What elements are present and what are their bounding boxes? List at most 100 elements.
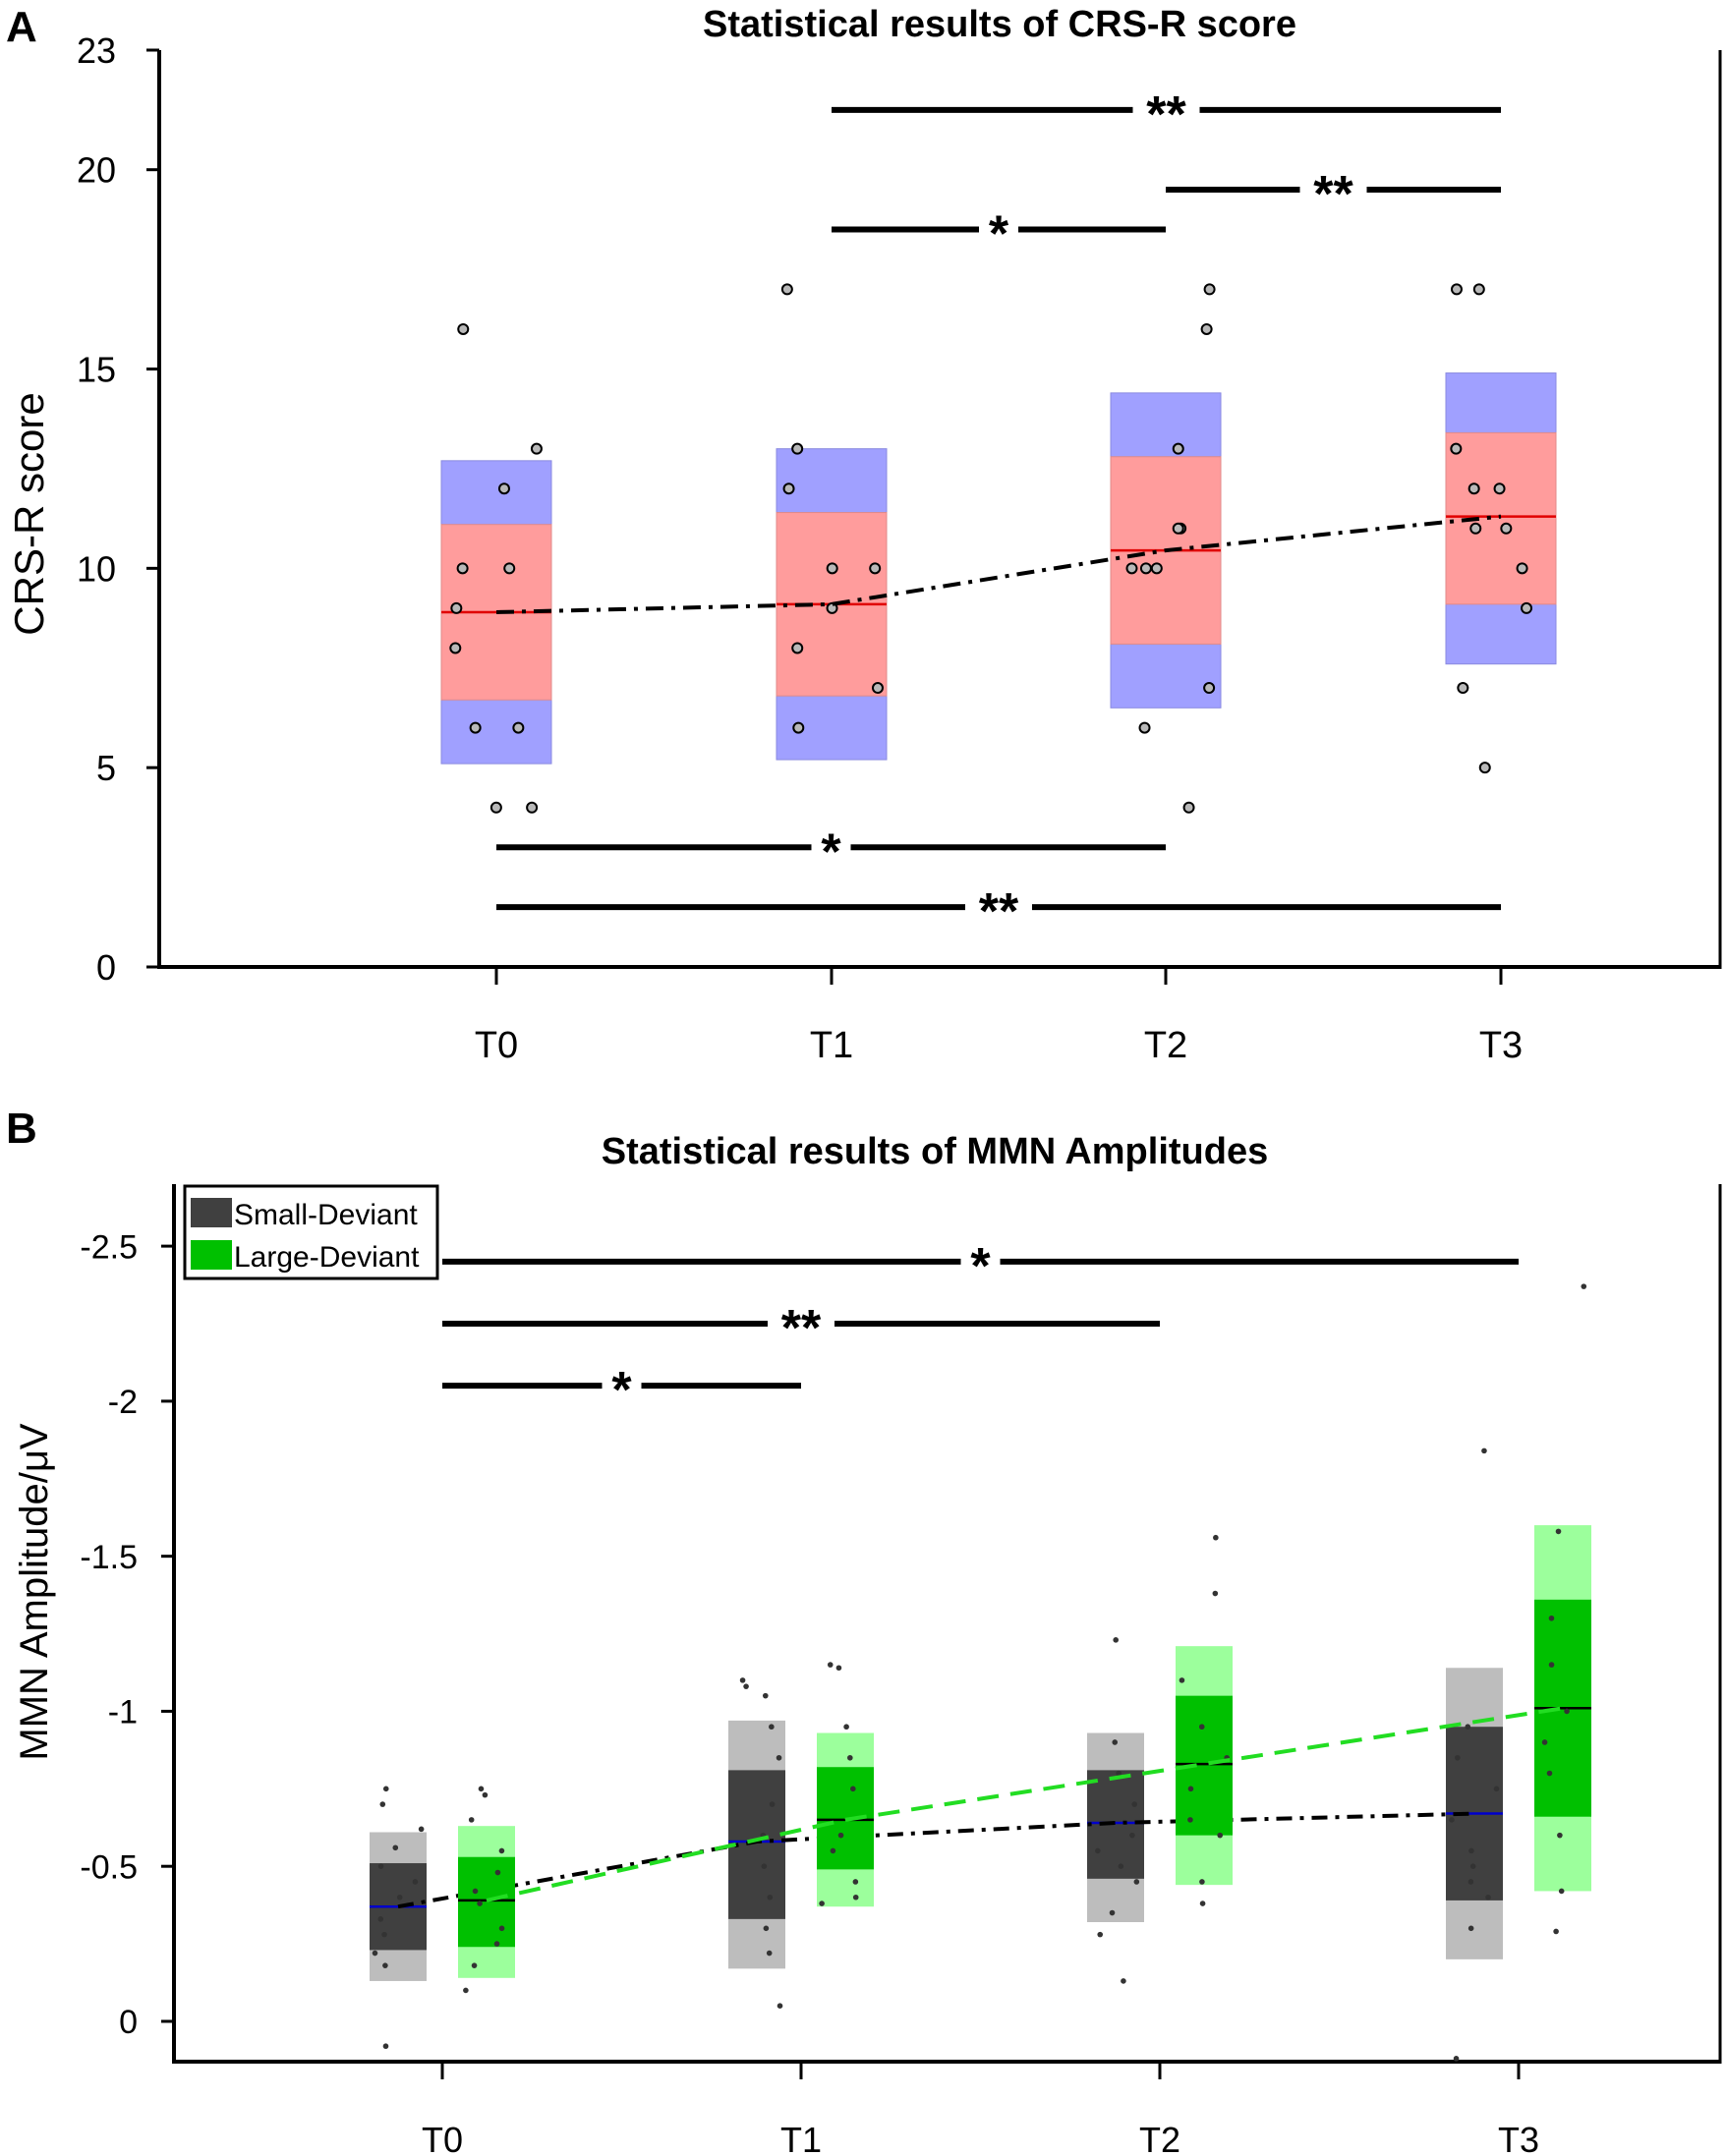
data-point (743, 1683, 749, 1689)
data-point (472, 1888, 479, 1895)
x-tick-label: T3 (1498, 2120, 1539, 2156)
data-point (463, 1987, 469, 1994)
data-point (377, 1863, 384, 1870)
y-tick-label: -2 (108, 1384, 138, 1421)
data-point (1116, 1770, 1122, 1777)
data-point (456, 562, 469, 575)
data-point (396, 1894, 403, 1901)
data-point (1467, 1925, 1474, 1932)
data-point (494, 1869, 501, 1876)
y-tick-label: -2.5 (80, 1228, 138, 1266)
data-point (782, 482, 795, 495)
data-point (766, 1950, 773, 1957)
significance-label: * (611, 1362, 632, 1419)
data-point (418, 1826, 425, 1833)
y-tick-label: 20 (77, 150, 116, 191)
data-point (469, 721, 482, 734)
data-point (382, 1962, 388, 1968)
data-point (1097, 1931, 1104, 1938)
data-point (497, 482, 510, 495)
data-point (1131, 1801, 1137, 1807)
data-point (1478, 762, 1491, 774)
x-tick-label: T3 (1479, 1025, 1523, 1066)
legend: Small-Deviant Large-Deviant (183, 1184, 439, 1280)
data-point (1455, 1754, 1461, 1761)
data-point (1555, 1528, 1562, 1535)
data-point (498, 1847, 505, 1854)
legend-swatch-small (191, 1198, 232, 1227)
data-point (1453, 2056, 1460, 2062)
data-point (1558, 1888, 1565, 1895)
x-tick-label: T2 (1144, 1025, 1187, 1066)
data-point (412, 1879, 419, 1885)
data-point (1541, 1739, 1548, 1745)
data-point (791, 642, 804, 654)
panel-a: A Statistical results of CRS-R score CRS… (6, 3, 1722, 1066)
data-point (482, 1791, 489, 1798)
data-point (1450, 442, 1463, 455)
data-point (1581, 1283, 1587, 1289)
data-point (392, 1844, 399, 1851)
legend-label-small: Small-Deviant (234, 1199, 418, 1231)
significance-label: ** (781, 1300, 822, 1357)
trend-line (486, 1706, 1564, 1902)
y-tick-label: 15 (77, 349, 116, 389)
data-point (477, 1901, 483, 1906)
data-point (450, 601, 463, 614)
y-tick-label: -1 (108, 1694, 138, 1731)
data-point (1493, 1786, 1500, 1792)
data-point (835, 1665, 842, 1672)
data-point (1199, 1901, 1206, 1906)
data-point (1516, 562, 1528, 575)
data-point (767, 1894, 774, 1901)
data-point (526, 801, 539, 814)
data-point (1138, 721, 1151, 734)
data-point (1187, 1786, 1194, 1792)
panel-b-title: Statistical results of MMN Amplitudes (602, 1131, 1268, 1172)
data-point (1493, 482, 1506, 495)
data-point (769, 1801, 776, 1807)
data-point (1467, 1879, 1474, 1885)
data-point (1468, 1847, 1474, 1854)
data-point (512, 721, 525, 734)
panel-a-title: Statistical results of CRS-R score (703, 4, 1296, 45)
data-point (1112, 1739, 1119, 1745)
x-tick-label: T0 (475, 1025, 518, 1066)
data-point (377, 1916, 384, 1922)
data-point (1557, 1832, 1563, 1839)
data-point (382, 2043, 389, 2050)
data-point (1500, 522, 1513, 535)
significance-label: ** (979, 883, 1019, 940)
data-point (1172, 522, 1184, 535)
data-point (449, 642, 462, 654)
data-point (1203, 682, 1216, 695)
data-point (852, 1894, 859, 1901)
data-point (1469, 1863, 1476, 1870)
data-point (1129, 1832, 1135, 1839)
data-point (1187, 1817, 1193, 1823)
data-point (780, 283, 793, 296)
data-point (381, 1931, 387, 1938)
data-point (852, 1879, 859, 1885)
data-point (830, 1847, 836, 1854)
y-tick-label: 0 (96, 947, 116, 988)
data-point (1125, 562, 1138, 575)
panel-a-ylabel: CRS-R score (6, 392, 52, 635)
panel-b-label: B (6, 1105, 37, 1153)
data-point (1217, 1832, 1224, 1839)
y-tick-label: -0.5 (80, 1848, 138, 1886)
data-point (1469, 522, 1482, 535)
panel-b: B Statistical results of MMN Amplitudes … (6, 1105, 1722, 2156)
data-point (776, 1754, 782, 1761)
panel-b-ylabel: MMN Amplitude/μV (13, 1423, 56, 1760)
legend-swatch-large (191, 1240, 232, 1270)
data-point (1150, 562, 1163, 575)
x-tick-label: T0 (422, 2120, 463, 2156)
data-point (478, 1786, 485, 1792)
data-point (503, 562, 516, 575)
legend-label-large: Large-Deviant (234, 1241, 420, 1274)
data-point (847, 1754, 853, 1761)
significance-label: ** (1146, 86, 1186, 143)
data-point (1172, 442, 1184, 455)
